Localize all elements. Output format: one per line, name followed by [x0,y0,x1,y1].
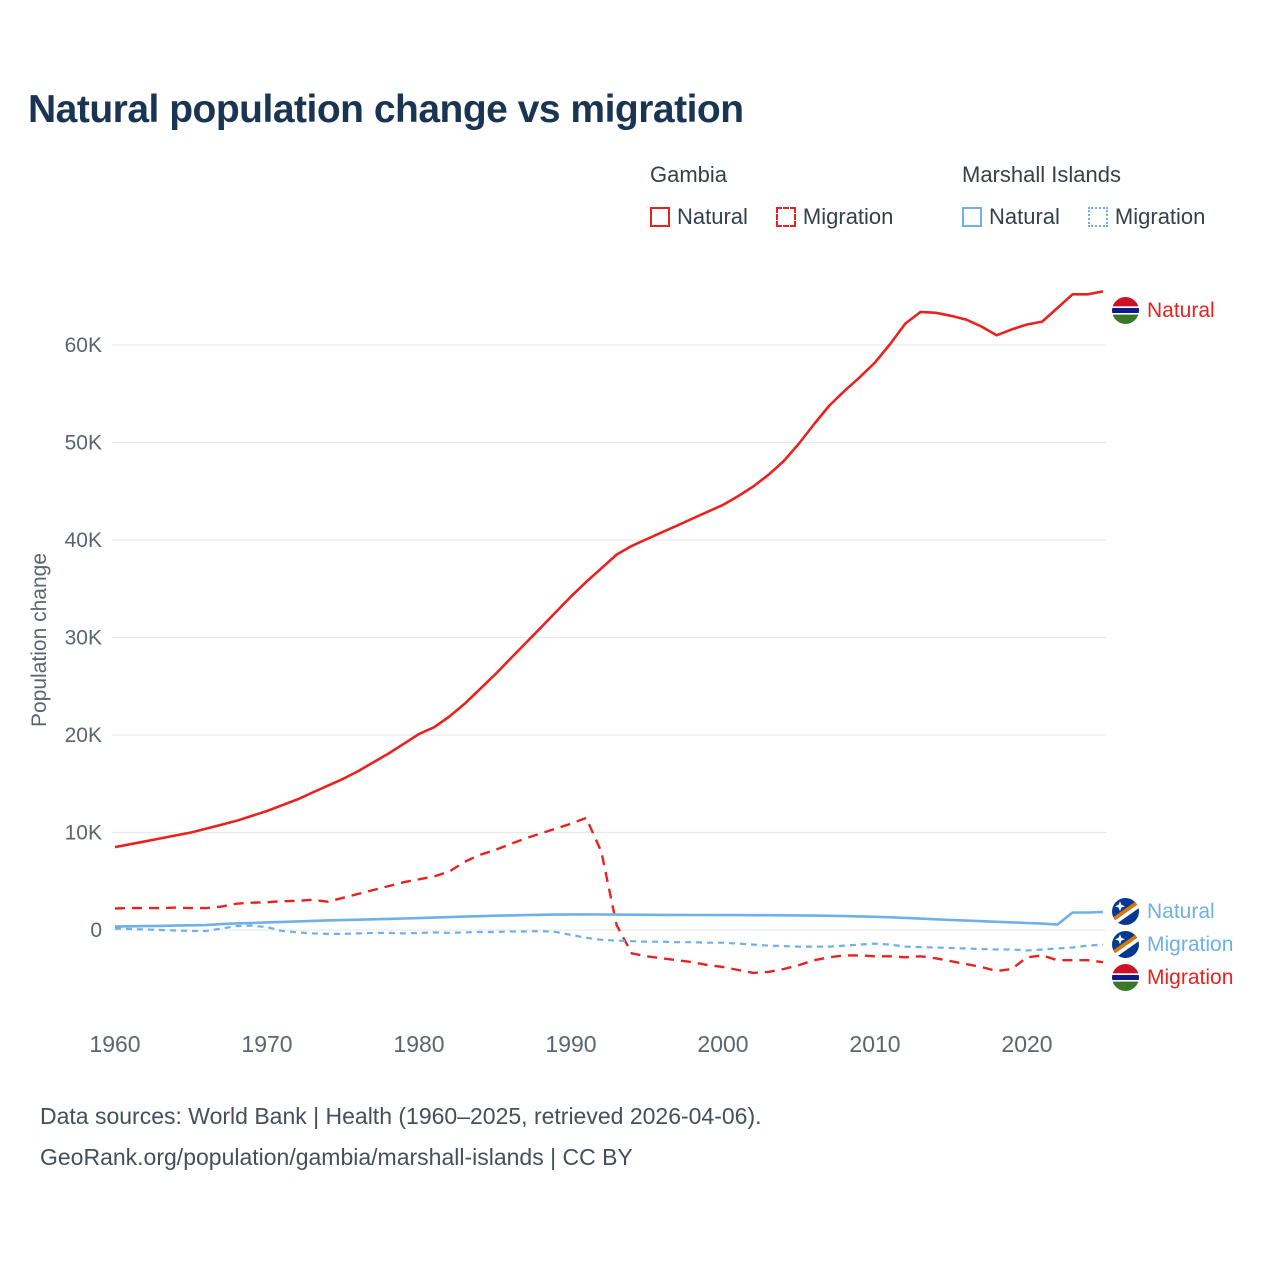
marshall-islands-flag-icon [1112,898,1139,925]
y-tick-label: 50K [65,432,102,455]
legend-group-title: Gambia [650,162,728,187]
gambia-natural-swatch-icon [650,207,670,227]
y-axis-title: Population change [28,553,51,727]
chart-area: 0 10K 20K 30K 40K 50K 60K 1960 1970 1980 1990 2000 2… [0,240,1280,1080]
marshall-natural-swatch-icon [962,207,982,227]
y-tick-label: 60K [65,334,102,357]
population-change-chart: 0 10K 20K 30K 40K 50K 60K 1960 1970 1980 1990 2000 2… [28,290,1106,1057]
legend-item-marshall-natural[interactable]: Natural [962,204,1060,230]
y-tick-label: 40K [65,529,102,552]
legend-item-label: Natural [989,204,1060,229]
legend-item-label: Natural [677,204,748,229]
y-tick-label: 20K [65,724,102,747]
end-label-text: Natural [1147,899,1215,923]
gambia-flag-icon [1112,297,1139,324]
attribution-line: GeoRank.org/population/gambia/marshall-i… [40,1144,633,1170]
footer: Data sources: World Bank | Health (1960–… [40,1096,762,1178]
legend-item-label: Migration [802,204,894,229]
x-tick-label: 2020 [1001,1031,1052,1057]
page-title: Natural population change vs migration [28,88,744,131]
x-tick-label: 2000 [697,1031,748,1057]
legend-item-gambia-migration[interactable]: Migration [775,204,894,230]
x-tick-label: 1980 [393,1031,444,1057]
legend-item-marshall-migration[interactable]: Migration [1087,204,1206,230]
legend-item-label: Migration [1114,204,1206,229]
legend-group-marshall-islands: Marshall Islands Natural Migration [962,162,1205,230]
data-sources-line: Data sources: World Bank | Health (1960–… [40,1103,762,1129]
end-label-text: Natural [1147,298,1215,322]
legend-item-gambia-natural[interactable]: Natural [650,204,748,230]
series-line-marshall-islands-natural [114,910,1104,928]
end-label-text: Migration [1147,965,1234,989]
gambia-migration-swatch-icon [775,207,796,227]
legend-group-gambia: Gambia Natural Migration [650,162,893,230]
y-tick-label: 10K [65,822,102,845]
y-tick-label: 30K [65,627,102,650]
end-label-marshall-natural[interactable]: Natural [1112,898,1215,925]
legend-group-title: Marshall Islands [962,162,1121,187]
end-label-gambia-natural[interactable]: Natural [1112,297,1215,324]
series-line-gambia-natural [114,290,1104,849]
end-label-gambia-migration[interactable]: Migration [1112,964,1233,991]
x-tick-label: 2010 [849,1031,900,1057]
end-label-text: Migration [1147,932,1234,956]
end-label-marshall-migration[interactable]: Migration [1112,931,1233,958]
marshall-migration-swatch-icon [1087,207,1108,227]
gambia-flag-icon [1112,964,1139,991]
y-tick-label: 0 [90,919,102,942]
series-line-gambia-migration [114,816,1104,975]
marshall-islands-flag-icon [1112,931,1139,958]
x-tick-label: 1970 [241,1031,292,1057]
series-line-marshall-islands-migration [114,924,1104,952]
x-tick-label: 1960 [89,1031,140,1057]
x-tick-label: 1990 [545,1031,596,1057]
